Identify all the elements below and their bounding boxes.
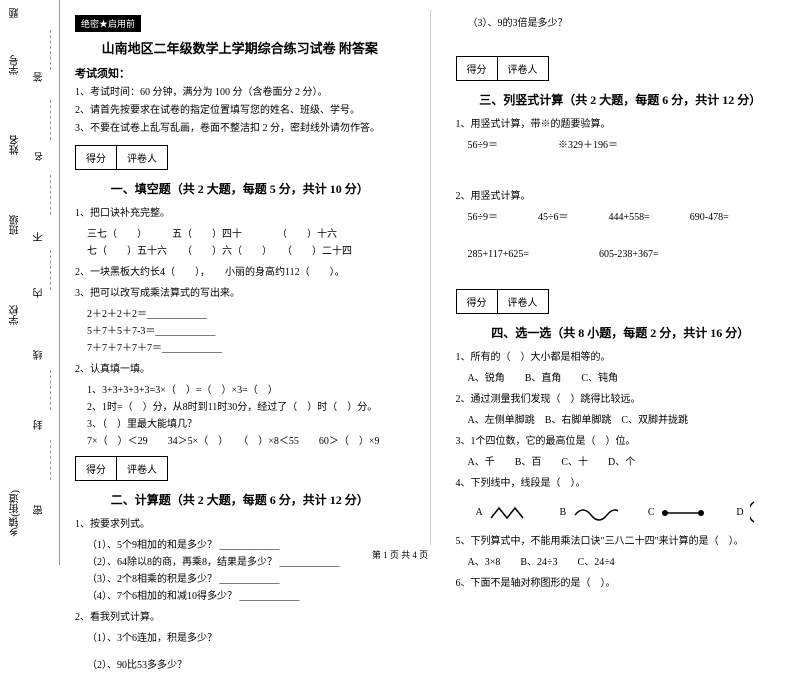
- q1-1-line2: 七（ ）五十六 （ ）六（ ） （ ）二十四: [75, 243, 405, 260]
- score-label: 得分: [76, 146, 117, 169]
- reviewer-label: 评卷人: [117, 146, 167, 169]
- notice-2: 2、请首先按要求在试卷的指定位置填写您的姓名、班级、学号。: [75, 103, 405, 118]
- left-column: 绝密★启用前 山南地区二年级数学上学期综合练习试卷 附答案 考试须知： 1、考试…: [70, 10, 410, 545]
- score-label: 得分: [457, 290, 498, 313]
- q3-2: 2、用竖式计算。: [456, 188, 786, 205]
- shape-c: C: [648, 503, 706, 523]
- zigzag-icon: [489, 503, 529, 523]
- margin-ming: 名: [32, 152, 45, 161]
- arc-icon: [750, 500, 775, 525]
- q4-3: 3、1个四位数，它的最高位是（ ）位。: [456, 433, 786, 450]
- page-content: 绝密★启用前 山南地区二年级数学上学期综合练习试卷 附答案 考试须知： 1、考试…: [70, 10, 790, 545]
- shape-options: A B C D: [476, 500, 786, 525]
- section-3-title: 三、列竖式计算（共 2 大题，每题 6 分，共计 12 分）: [456, 91, 786, 108]
- notice-heading: 考试须知：: [75, 65, 405, 81]
- q4-2: 2、通过测量我们发现（ ）跳得比较远。: [456, 391, 786, 408]
- q2-2: 2、看我列式计算。: [75, 609, 405, 626]
- q4-3-opts: A、千 B、百 C、十 D、个: [456, 454, 786, 471]
- right-column: （3）、9的3倍是多少？ 得分 评卷人 三、列竖式计算（共 2 大题，每题 6 …: [451, 10, 791, 545]
- section-2-title: 二、计算题（共 2 大题，每题 6 分，共计 12 分）: [75, 491, 405, 508]
- segment-icon: [661, 503, 706, 523]
- dash-line: [50, 30, 51, 70]
- q4-1: 1、所有的（ ）大小都是相等的。: [456, 349, 786, 366]
- q2-3-line: （3）、9的3倍是多少？: [456, 15, 786, 32]
- q2-1-line3: （3）、2个8相乘的积是多少？ ____________: [75, 571, 405, 588]
- q2-1: 1、按要求列式。: [75, 516, 405, 533]
- q1-3: 3、把可以改写成乘法算式的写出来。: [75, 285, 405, 302]
- notice-1: 1、考试时间：60 分钟，满分为 100 分（含卷面分 2 分）。: [75, 85, 405, 100]
- score-box: 得分 评卷人: [75, 456, 168, 481]
- score-box: 得分 评卷人: [456, 289, 549, 314]
- margin-xian: 线: [32, 350, 47, 360]
- q1-3-line1: 2＋2＋2＋2＝____________: [75, 306, 405, 323]
- score-box: 得分 评卷人: [75, 145, 168, 170]
- q1-4: 2、认真填一填。: [75, 361, 405, 378]
- q1-4-line1: 1、3+3+3+3+3=3×（ ）=（ ）×3=（ ）: [75, 382, 405, 399]
- dash-line: [50, 440, 51, 480]
- margin-bu: 不: [32, 232, 47, 242]
- q2-2-line1: （1）、3个6连加，积是多少？: [75, 630, 405, 647]
- margin-feng: 封: [32, 420, 47, 430]
- margin-xuexiao: 学校: [8, 305, 23, 325]
- wave-icon: [573, 503, 618, 523]
- reviewer-label: 评卷人: [498, 57, 548, 80]
- q3-2-line2: 285+117+625= 605-238+367=: [456, 246, 786, 263]
- margin-title: 题: [8, 8, 23, 18]
- q3-2-line1: 56÷9＝ 45÷6＝ 444+558= 690-478=: [456, 209, 786, 226]
- q4-4: 4、下列线中，线段是（ ）。: [456, 475, 786, 492]
- score-box: 得分 评卷人: [456, 56, 549, 81]
- margin-xingming: 姓名: [8, 135, 23, 155]
- q1-4-line3: 3、（ ）里最大能填几？: [75, 416, 405, 433]
- margin-xuehao: 学号: [8, 55, 23, 75]
- column-divider: [430, 10, 431, 545]
- q1-3-line2: 5＋7＋5＋7-3＝____________: [75, 323, 405, 340]
- q4-6: 6、下面不是轴对称图形的是（ ）。: [456, 575, 786, 592]
- seal-tag: 绝密★启用前: [75, 15, 141, 32]
- page-footer: 第 1 页 共 4 页: [0, 548, 800, 561]
- notice-3: 3、不要在试卷上乱写乱画，卷面不整洁扣 2 分，密封线外请勿作答。: [75, 121, 405, 136]
- section-4-title: 四、选一选（共 8 小题，每题 2 分，共计 16 分）: [456, 324, 786, 341]
- score-label: 得分: [457, 57, 498, 80]
- margin-mi: 密: [32, 505, 47, 515]
- q3-1-line1: 56÷9＝ ※329＋196＝: [456, 137, 786, 154]
- q2-1-line4: （4）、7个6相加的和减10得多少？ ____________: [75, 588, 405, 605]
- shape-a: A: [476, 503, 530, 523]
- dash-line: [50, 250, 51, 290]
- margin-answer: 答: [32, 72, 47, 82]
- shape-d: D: [736, 500, 775, 525]
- dash-line: [50, 175, 51, 215]
- q1-1-line1: 三七（ ） 五（ ）四十 （ ）十六: [75, 226, 405, 243]
- q4-2-opts: A、左侧单脚跳 B、右脚单脚跳 C、双脚并拢跳: [456, 412, 786, 429]
- score-label: 得分: [76, 457, 117, 480]
- q1-1: 1、把口诀补充完整。: [75, 205, 405, 222]
- reviewer-label: 评卷人: [117, 457, 167, 480]
- margin-nei: 内: [32, 288, 47, 298]
- section-1-title: 一、填空题（共 2 大题，每题 5 分，共计 10 分）: [75, 180, 405, 197]
- margin-xiangzhen: 乡镇(街道): [8, 490, 23, 537]
- q1-4-line4: 7×（ ）＜29 34＞5×（ ） （ ）×8＜55 60＞（ ）×9: [75, 433, 405, 450]
- q1-4-line2: 2、1时=（ ）分，从8时到11时30分，经过了（ ）时（ ）分。: [75, 399, 405, 416]
- reviewer-label: 评卷人: [498, 290, 548, 313]
- binding-margin: 题 学号 答 姓名 名 班级 不 学校 内 线 封 乡镇(街道) 密: [0, 0, 60, 565]
- q4-1-opts: A、锐角 B、直角 C、钝角: [456, 370, 786, 387]
- exam-title: 山南地区二年级数学上学期综合练习试卷 附答案: [75, 38, 405, 57]
- margin-banji: 班级: [8, 215, 23, 235]
- dash-line: [50, 100, 51, 140]
- shape-b: B: [559, 503, 617, 523]
- q1-3-line3: 7＋7＋7＋7＋7＝____________: [75, 340, 405, 357]
- dash-line: [50, 370, 51, 410]
- q3-1: 1、用竖式计算，带※的题要验算。: [456, 116, 786, 133]
- q1-2: 2、一块黑板大约长4（ ）， 小丽的身高约112（ ）。: [75, 264, 405, 281]
- q2-2-line2: （2）、90比53多多少？: [75, 657, 405, 674]
